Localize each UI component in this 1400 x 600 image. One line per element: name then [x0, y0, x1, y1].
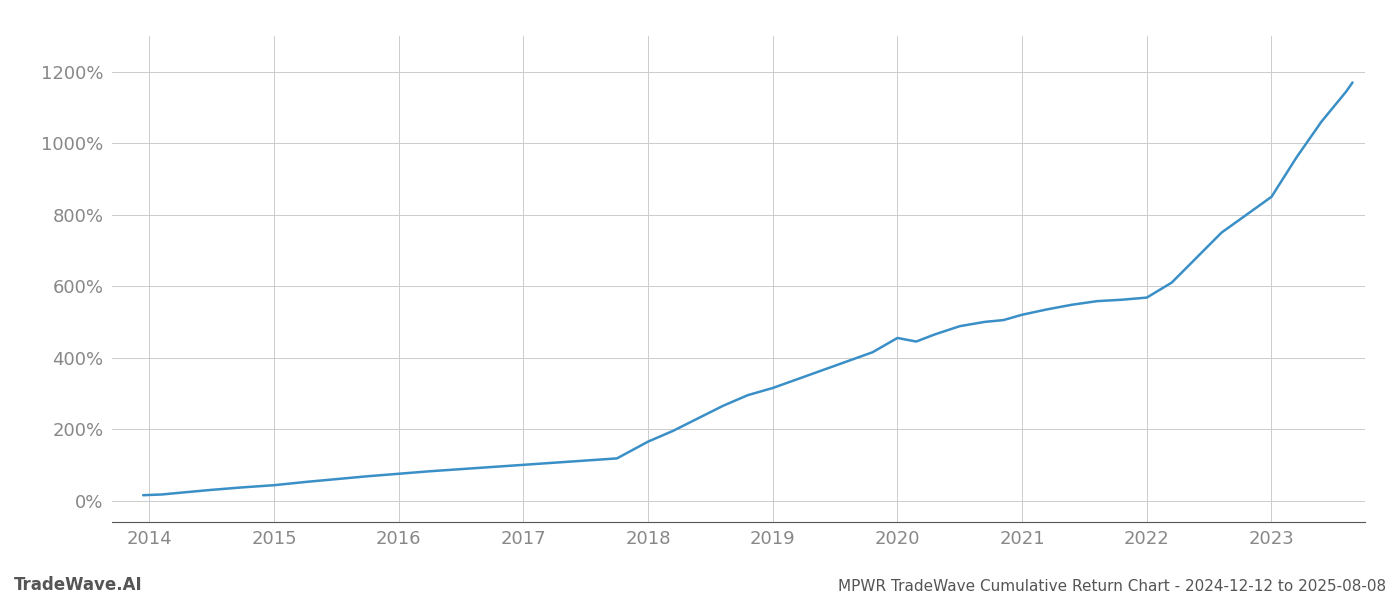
- Text: TradeWave.AI: TradeWave.AI: [14, 576, 143, 594]
- Text: MPWR TradeWave Cumulative Return Chart - 2024-12-12 to 2025-08-08: MPWR TradeWave Cumulative Return Chart -…: [837, 579, 1386, 594]
